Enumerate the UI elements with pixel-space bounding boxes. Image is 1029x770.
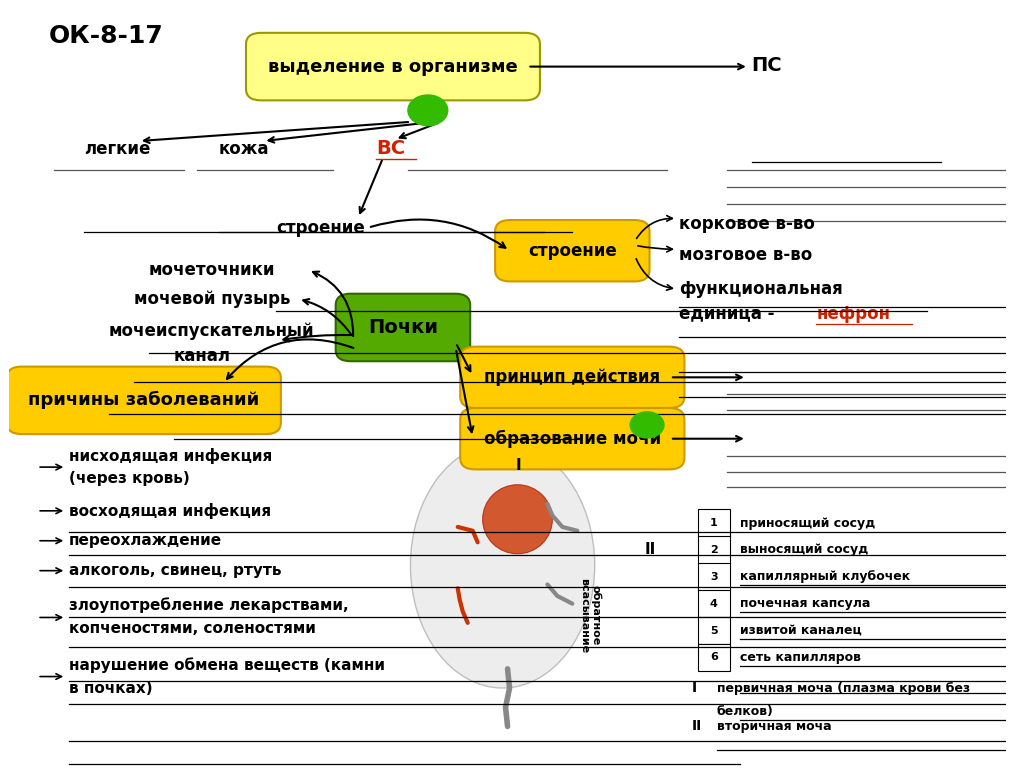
Text: вторичная моча: вторичная моча (717, 720, 831, 733)
Text: капиллярный клубочек: капиллярный клубочек (740, 571, 910, 584)
Text: злоупотребление лекарствами,: злоупотребление лекарствами, (69, 598, 349, 613)
Text: Почки: Почки (368, 318, 438, 337)
FancyBboxPatch shape (698, 617, 730, 644)
Text: функциональная: функциональная (679, 280, 843, 298)
Text: единица -: единица - (679, 305, 775, 323)
Text: образование мочи: образование мочи (484, 430, 661, 448)
Text: выносящий сосуд: выносящий сосуд (740, 544, 868, 557)
Text: копченостями, соленостями: копченостями, соленостями (69, 621, 316, 636)
FancyBboxPatch shape (698, 509, 730, 537)
Text: 3: 3 (710, 572, 717, 582)
Text: II: II (645, 542, 657, 557)
FancyBboxPatch shape (495, 220, 649, 281)
Text: (через кровь): (через кровь) (69, 471, 190, 486)
Text: алкоголь, свинец, ртуть: алкоголь, свинец, ртуть (69, 563, 282, 578)
Text: корковое в-во: корковое в-во (679, 215, 815, 233)
FancyBboxPatch shape (698, 536, 730, 564)
Text: выделение в организме: выделение в организме (269, 58, 518, 75)
Text: мочеиспускательный: мочеиспускательный (109, 323, 315, 340)
Text: первичная моча (плазма крови без: первичная моча (плазма крови без (717, 681, 970, 695)
Ellipse shape (411, 443, 595, 688)
Text: кожа: кожа (218, 139, 270, 158)
Text: 6: 6 (710, 652, 718, 662)
Circle shape (630, 412, 664, 438)
Text: нисходящая инфекция: нисходящая инфекция (69, 447, 273, 464)
Text: восходящая инфекция: восходящая инфекция (69, 503, 272, 519)
Text: причины заболеваний: причины заболеваний (28, 391, 259, 410)
Text: переохлаждение: переохлаждение (69, 534, 222, 548)
Text: нарушение обмена веществ (камни: нарушение обмена веществ (камни (69, 657, 385, 673)
Ellipse shape (483, 485, 553, 554)
Text: I: I (516, 458, 521, 473)
Text: ВС: ВС (376, 139, 405, 158)
Text: обратное
всасывание: обратное всасывание (579, 578, 601, 653)
Text: 1: 1 (710, 518, 717, 528)
Text: строение: строение (277, 219, 365, 236)
FancyBboxPatch shape (460, 346, 684, 408)
FancyBboxPatch shape (246, 33, 540, 100)
Text: мозговое в-во: мозговое в-во (679, 246, 812, 263)
Text: 2: 2 (710, 545, 717, 555)
Text: нефрон: нефрон (816, 305, 890, 323)
Text: извитой каналец: извитой каналец (740, 624, 861, 637)
Text: мочевой пузырь: мочевой пузырь (134, 290, 290, 308)
FancyBboxPatch shape (7, 367, 281, 434)
Text: ПС: ПС (751, 55, 782, 75)
Text: в почках): в почках) (69, 681, 152, 695)
Text: ОК-8-17: ОК-8-17 (49, 24, 164, 48)
Text: строение: строение (528, 242, 616, 259)
Text: мочеточники: мочеточники (149, 261, 276, 279)
FancyBboxPatch shape (698, 644, 730, 671)
Text: почечная капсула: почечная капсула (740, 598, 871, 610)
Text: 5: 5 (710, 625, 717, 635)
Text: канал: канал (174, 346, 230, 365)
Text: I: I (691, 681, 697, 695)
FancyBboxPatch shape (698, 563, 730, 591)
Text: принцип действия: принцип действия (485, 368, 661, 387)
FancyBboxPatch shape (698, 590, 730, 618)
FancyBboxPatch shape (460, 408, 684, 470)
Circle shape (407, 95, 448, 126)
Text: сеть капилляров: сеть капилляров (740, 651, 860, 664)
Text: 4: 4 (710, 598, 718, 608)
FancyBboxPatch shape (335, 293, 470, 361)
Text: приносящий сосуд: приносящий сосуд (740, 517, 875, 530)
Text: легкие: легкие (84, 139, 150, 158)
Text: II: II (691, 719, 702, 733)
Text: белков): белков) (717, 705, 774, 718)
